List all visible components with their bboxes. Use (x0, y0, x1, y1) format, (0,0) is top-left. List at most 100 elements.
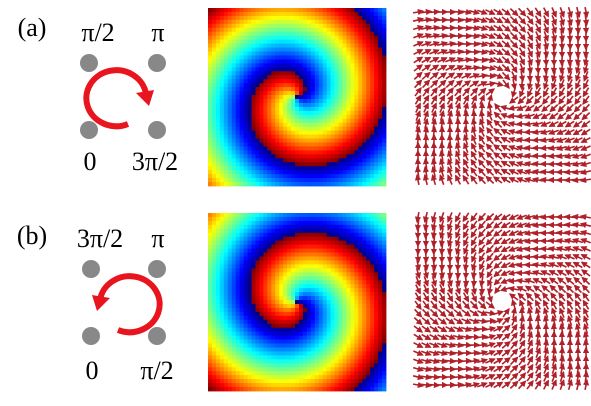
phase-cell (239, 130, 244, 135)
phase-cell (358, 27, 363, 33)
vector (573, 284, 582, 294)
phase-cell (366, 252, 371, 257)
phase-cell (362, 91, 367, 96)
phase-cell (326, 331, 332, 337)
phase-cell (362, 8, 367, 13)
vector (429, 71, 439, 80)
phase-cell (370, 75, 375, 80)
phase-cell (287, 75, 292, 80)
phase-cell (283, 71, 288, 76)
phase-cell (378, 315, 383, 321)
phase-cell (215, 19, 221, 25)
phase-cell (255, 252, 260, 257)
vector (414, 173, 422, 186)
vector (460, 8, 473, 16)
vector (447, 212, 453, 223)
phase-cell (370, 339, 375, 344)
phase-cell (374, 343, 379, 348)
phase-cell (219, 11, 225, 17)
phase-cell (251, 248, 256, 253)
phase-cell (302, 339, 308, 344)
phase-cell (211, 95, 217, 100)
phase-cell (279, 126, 284, 132)
vector (486, 101, 494, 114)
phase-cell (235, 367, 241, 372)
phase-cell (208, 339, 213, 344)
phase-cell (382, 174, 387, 179)
phase-cell (306, 146, 312, 151)
phase-cell (326, 23, 332, 29)
phase-cell (295, 335, 300, 340)
phase-cell (215, 343, 221, 348)
phase-cell (346, 311, 351, 317)
vector (558, 299, 566, 310)
phase-cell (215, 307, 221, 313)
phase-cell (287, 138, 292, 143)
phase-cell (251, 174, 256, 179)
vector (534, 23, 542, 34)
phase-cell (271, 91, 276, 96)
phase-cell (350, 236, 355, 242)
phase-cell (374, 35, 379, 41)
phase-cell (322, 379, 328, 384)
phase-cell (382, 162, 387, 167)
phase-cell (354, 256, 359, 261)
phase-cell (330, 170, 335, 175)
phase-cell (318, 272, 324, 277)
phase-cell (370, 134, 375, 139)
phase-cell (251, 39, 256, 44)
vector (486, 126, 494, 137)
phase-cell (255, 228, 260, 234)
phase-cell (330, 142, 335, 147)
phase-cell (219, 75, 225, 80)
phase-cell (271, 296, 276, 301)
vector (453, 79, 463, 88)
phase-cell (219, 236, 225, 242)
phase-cell (350, 87, 355, 92)
phase-cell (251, 35, 256, 41)
phase-cell (370, 335, 375, 340)
phase-cell (366, 371, 371, 376)
vector (534, 299, 542, 310)
phase-cell (243, 232, 248, 238)
phase-cell (314, 303, 320, 309)
phase-cell (243, 319, 248, 325)
phase-cell (267, 260, 272, 265)
phase-cell (211, 355, 217, 360)
phase-cell (271, 15, 276, 21)
phase-cell (354, 307, 359, 313)
phase-cell (330, 126, 335, 132)
phase-cell (279, 319, 284, 325)
phase-cell (263, 55, 268, 60)
phase-cell (243, 296, 248, 301)
phase-cell (350, 367, 355, 372)
phase-cell (235, 347, 241, 352)
phase-cell (239, 158, 244, 163)
vector (422, 219, 430, 232)
phase-cell (219, 371, 225, 376)
phase-cell (235, 264, 241, 269)
vector (558, 87, 566, 98)
phase-cell (326, 232, 332, 238)
phase-cell (334, 75, 339, 80)
phase-cell (322, 158, 328, 163)
vector (526, 347, 534, 358)
phase-cell (263, 166, 268, 171)
phase-cell (223, 367, 229, 372)
phase-cell (346, 303, 351, 309)
phase-cell (263, 150, 268, 155)
vector (500, 237, 511, 245)
phase-cell (235, 55, 241, 60)
phase-cell (354, 213, 359, 218)
phase-cell (350, 67, 355, 72)
vector (479, 292, 485, 303)
phase-cell (298, 300, 304, 305)
phase-cell (219, 292, 225, 297)
phase-cell (279, 27, 284, 33)
phase-cell (354, 268, 359, 273)
phase-cell (271, 256, 276, 261)
phase-cell (326, 311, 332, 317)
vector (430, 300, 438, 311)
phase-cell (287, 43, 292, 48)
phase-cell (247, 91, 252, 96)
